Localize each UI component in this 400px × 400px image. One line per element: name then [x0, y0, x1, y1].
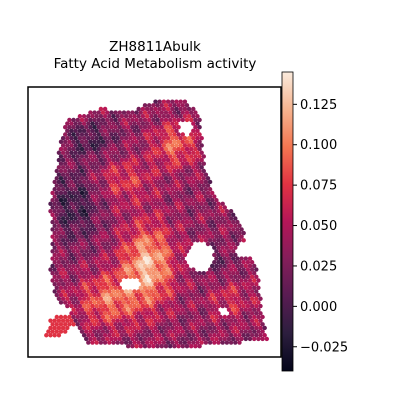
spot-marker: [44, 333, 48, 337]
spot-marker: [185, 344, 189, 348]
spot-marker: [200, 238, 204, 242]
colorbar-tick-label: 0.125: [300, 98, 337, 113]
spot-marker: [248, 337, 252, 341]
colorbar-tick-label: 0.075: [300, 179, 337, 194]
spot-marker: [139, 344, 143, 348]
spot-marker: [134, 344, 138, 348]
chart-subtitle: Fatty Acid Metabolism activity: [54, 56, 257, 72]
spot-marker: [120, 340, 124, 344]
spot-marker: [59, 300, 63, 304]
spot-marker: [252, 337, 256, 341]
spot-marker: [242, 238, 246, 242]
spot-marker: [265, 337, 269, 341]
spot-marker: [111, 340, 115, 344]
spot-map: [44, 99, 269, 348]
spot-marker: [181, 118, 185, 122]
chart-title: ZH8811Abulk: [109, 39, 201, 55]
spot-marker: [71, 322, 75, 326]
spot-marker: [86, 340, 90, 344]
spot-marker: [216, 340, 220, 344]
colorbar-tick-label: 0.000: [300, 300, 337, 315]
colorbar-tick-label: 0.050: [300, 219, 337, 234]
spot-marker: [48, 333, 52, 337]
spot-marker: [237, 340, 241, 344]
spot-marker: [63, 329, 67, 333]
spot-marker: [195, 238, 199, 242]
spot-marker: [65, 304, 69, 308]
spot-marker: [221, 304, 225, 308]
colorbar-tick-label: 0.025: [300, 259, 337, 274]
spot-marker: [99, 340, 103, 344]
spot-marker: [176, 344, 180, 348]
spot-marker: [57, 333, 61, 337]
spot-marker: [168, 344, 172, 348]
spot-marker: [160, 344, 164, 348]
spot-marker: [204, 340, 208, 344]
spot-marker: [90, 340, 94, 344]
spot-marker: [53, 333, 57, 337]
spot-marker: [221, 340, 225, 344]
spot-marker: [225, 340, 229, 344]
spot-marker: [143, 344, 147, 348]
spot-marker: [155, 344, 159, 348]
spot-marker: [164, 344, 168, 348]
spot-marker: [151, 344, 155, 348]
spot-marker: [233, 340, 237, 344]
spot-marker: [128, 275, 132, 279]
spot-marker: [189, 344, 193, 348]
spot-marker: [229, 340, 233, 344]
spot-marker: [185, 118, 189, 122]
spot-marker: [260, 337, 264, 341]
spot-marker: [193, 344, 197, 348]
spot-marker: [147, 344, 151, 348]
spot-marker: [197, 344, 201, 348]
spot-marker: [181, 344, 185, 348]
colorbar-tick-label: −0.025: [300, 340, 348, 355]
spot-marker: [244, 337, 248, 341]
spot-marker: [124, 275, 128, 279]
spot-marker: [172, 344, 176, 348]
colorbar-ticks: 0.125 0.100 0.075 0.050 0.025 0.000 −0.025: [293, 98, 348, 355]
spot-marker: [212, 340, 216, 344]
spot-marker: [116, 340, 120, 344]
colorbar-tick-label: 0.100: [300, 138, 337, 153]
spot-marker: [107, 340, 111, 344]
spot-marker: [132, 275, 136, 279]
spot-marker: [130, 344, 134, 348]
spot-marker: [206, 242, 210, 246]
spot-marker: [103, 340, 107, 344]
colorbar: [282, 72, 293, 371]
spot-marker: [256, 337, 260, 341]
spot-marker: [126, 344, 130, 348]
spot-marker: [208, 340, 212, 344]
spot-marker: [95, 340, 99, 344]
